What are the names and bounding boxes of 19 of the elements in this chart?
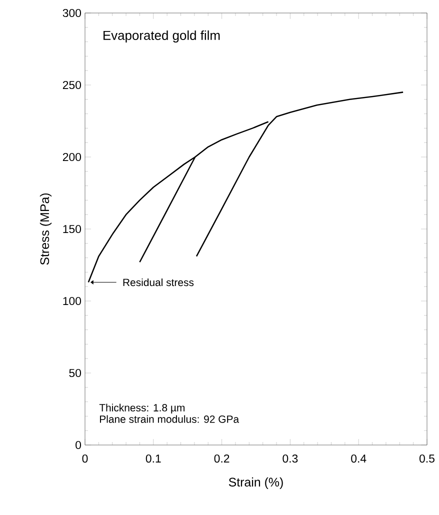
- text: Evaporated gold film: [104, 30, 220, 43]
- y-axis-title: Stress (MPa): [40, 193, 52, 265]
- y-tick-label: 300: [62, 8, 82, 18]
- x-tick-label: 0.4: [351, 454, 366, 463]
- x-tick-label: 0.1: [146, 454, 161, 463]
- annotation: Plane strain modulus: 92 GPa: [100, 415, 240, 423]
- x-axis-title: Strain (%): [228, 477, 283, 490]
- y-tick-label: 150: [63, 224, 82, 234]
- y-tick-label: 50: [69, 368, 82, 378]
- y-tick-label: 0: [76, 440, 82, 450]
- annotation: Residual stress: [123, 278, 194, 286]
- annotation: Thickness: 1.8 µm: [99, 404, 184, 414]
- x-tick-label: 0: [82, 454, 88, 463]
- x-tick-label: 0.5: [419, 454, 434, 463]
- x-tick-label: 0.3: [282, 454, 298, 463]
- y-tick-label: 100: [63, 296, 82, 306]
- x-tick-label: 0.2: [214, 454, 230, 463]
- y-tick-label: 200: [62, 152, 82, 162]
- y-tick-label: 250: [62, 80, 82, 90]
